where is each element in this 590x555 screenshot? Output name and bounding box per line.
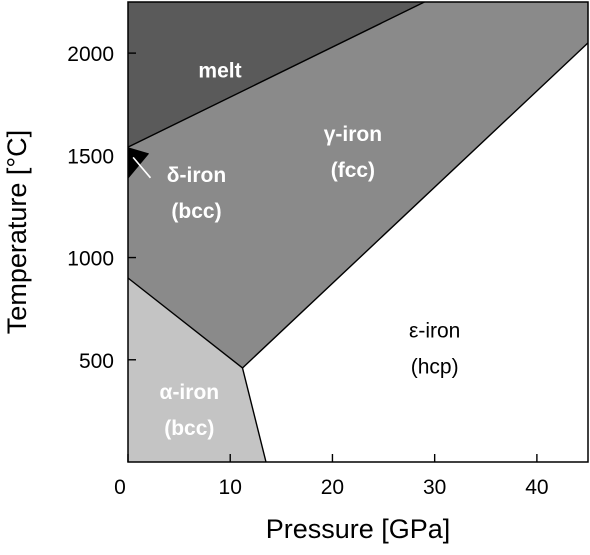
region-epsilon xyxy=(242,42,588,463)
x-tick-label: 20 xyxy=(321,476,344,499)
region-label-alpha: (bcc) xyxy=(164,417,214,440)
y-axis-ticks: 500 1000 1500 2000 xyxy=(67,43,136,373)
region-label-gamma: (fcc) xyxy=(331,159,375,182)
region-label-gamma: γ-iron xyxy=(324,123,382,146)
y-axis-label: Temperature [°C] xyxy=(2,130,32,334)
y-tick-label: 2000 xyxy=(67,43,114,66)
x-tick-label: 40 xyxy=(525,476,548,499)
region-label-delta: (bcc) xyxy=(171,200,221,223)
x-tick-label: 30 xyxy=(423,476,446,499)
boundary-line-1 xyxy=(127,277,243,369)
y-tick-label: 1500 xyxy=(67,145,114,168)
region-label-epsilon: ε-iron xyxy=(409,320,460,343)
phase-labels: melt γ-iron (fcc) δ-iron (bcc) α-iron (bcc) ε-i… xyxy=(160,59,461,439)
region-alpha xyxy=(128,278,266,462)
boundary-line-4 xyxy=(127,152,149,179)
region-label-epsilon: (hcp) xyxy=(411,356,459,379)
region-label-melt: melt xyxy=(198,59,241,82)
phase-boundaries xyxy=(127,1,589,463)
delta-leader-line xyxy=(132,156,152,179)
delta-leader xyxy=(132,156,152,179)
x-axis-ticks: 0 10 20 30 40 xyxy=(114,454,549,499)
region-gamma xyxy=(128,2,588,368)
boundary-line-2 xyxy=(242,42,589,369)
x-tick-label: 10 xyxy=(219,476,242,499)
y-tick-label: 500 xyxy=(79,350,114,373)
y-tick-label: 1000 xyxy=(67,248,114,271)
x-tick-label: 0 xyxy=(114,476,126,499)
x-axis-label: Pressure [GPa] xyxy=(266,514,451,544)
region-label-delta: δ-iron xyxy=(167,164,226,187)
boundary-line-0 xyxy=(127,1,425,148)
boundary-line-3 xyxy=(241,367,267,463)
plot-frame xyxy=(127,1,589,463)
region-label-alpha: α-iron xyxy=(160,381,220,404)
